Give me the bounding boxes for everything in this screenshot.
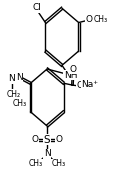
Text: NH: NH xyxy=(64,71,77,80)
Text: CH₂: CH₂ xyxy=(7,90,21,99)
Text: O: O xyxy=(56,135,63,144)
Text: Na⁺: Na⁺ xyxy=(81,80,98,89)
Text: N: N xyxy=(44,149,50,158)
Text: CH₃: CH₃ xyxy=(93,15,107,24)
Text: Cl: Cl xyxy=(33,3,42,12)
Text: S: S xyxy=(44,135,50,145)
Text: N: N xyxy=(9,74,15,83)
Text: CH₃: CH₃ xyxy=(51,159,65,168)
Text: O: O xyxy=(32,135,39,144)
Text: N: N xyxy=(16,73,23,82)
Text: CH₃: CH₃ xyxy=(29,159,43,168)
Text: O: O xyxy=(86,15,93,24)
Text: CH₃: CH₃ xyxy=(13,99,27,108)
Text: O: O xyxy=(70,65,77,74)
Text: O⁻: O⁻ xyxy=(76,81,88,90)
